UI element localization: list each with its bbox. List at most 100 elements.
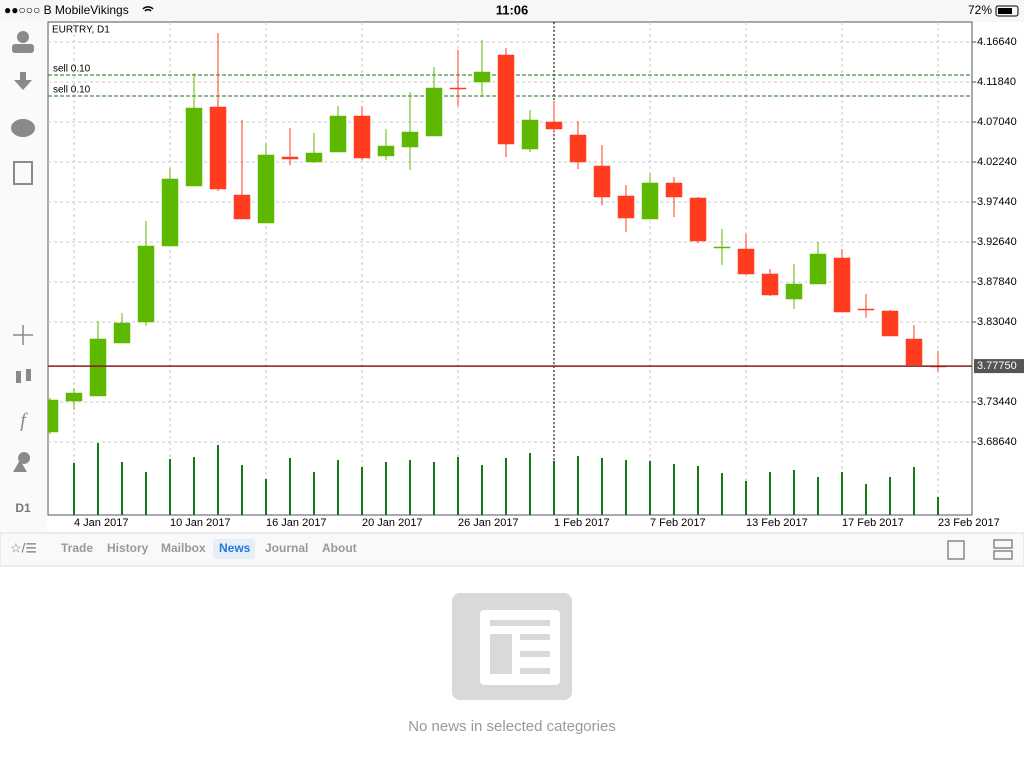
candle-body: [905, 338, 923, 366]
news-icon-line: [520, 634, 550, 640]
layout-icon[interactable]: [993, 539, 1013, 549]
volume-bar: [457, 457, 459, 515]
account-icon-body: [12, 44, 34, 53]
price-badge: [974, 359, 1024, 374]
y-tick-label: 3.68640: [977, 436, 1017, 448]
tab-highlight: [213, 539, 255, 559]
x-tick-label: 13 Feb 2017: [746, 517, 808, 529]
candle-body: [233, 194, 251, 220]
volume-bar: [673, 464, 675, 515]
toolbar: [0, 22, 47, 532]
volume-bar: [193, 457, 195, 515]
candle-body: [737, 248, 755, 275]
news-icon-line: [520, 651, 550, 657]
x-tick-label: 17 Feb 2017: [842, 517, 904, 529]
y-tick-label: 4.16640: [977, 36, 1017, 48]
volume-bar: [841, 472, 843, 515]
volume-bar: [889, 477, 891, 515]
wifi-icon: [142, 6, 154, 12]
tab[interactable]: History: [107, 541, 149, 555]
candle-body: [425, 87, 443, 137]
candle-body: [113, 322, 131, 344]
candle-body: [617, 195, 635, 219]
candle-body: [569, 134, 587, 163]
indicators-icon[interactable]: f: [20, 410, 28, 432]
volume-bar: [241, 465, 243, 515]
volume-bar: [697, 466, 699, 515]
volume-bar: [217, 445, 219, 515]
candle-body: [329, 115, 347, 153]
candle-body: [89, 338, 107, 397]
candle-body: [785, 283, 803, 300]
chart-type-icon-2: [26, 369, 31, 381]
tab[interactable]: Trade: [61, 541, 93, 555]
y-tick-label: 3.97440: [977, 196, 1017, 208]
battery-fill: [998, 8, 1012, 14]
candle-body: [353, 115, 371, 159]
chat-icon[interactable]: [11, 119, 35, 137]
volume-bar: [145, 472, 147, 515]
candle-body: [377, 145, 395, 157]
price-badge-label: 3.77750: [977, 360, 1017, 372]
volume-bar: [553, 461, 555, 515]
chart-title: EURTRY, D1: [52, 25, 110, 36]
y-tick-label: 3.83040: [977, 316, 1017, 328]
volume-bar: [313, 472, 315, 515]
volume-bar: [817, 477, 819, 515]
new-order-icon[interactable]: [13, 161, 33, 185]
candle-body: [857, 308, 875, 311]
x-tick-label: 10 Jan 2017: [170, 517, 231, 529]
volume-bar: [913, 467, 915, 515]
candle-body: [137, 245, 155, 323]
carrier: ●●○○○ B MobileVikings: [4, 3, 129, 17]
volume-bar: [601, 458, 603, 515]
timeframe[interactable]: D1: [15, 501, 31, 515]
candle-body: [641, 182, 659, 220]
volume-bar: [361, 467, 363, 515]
tab[interactable]: About: [322, 541, 357, 555]
tab-bar: [0, 532, 1024, 567]
order-label: sell 0.10: [53, 64, 91, 75]
x-tick-label: 4 Jan 2017: [74, 517, 128, 529]
favorites-icon[interactable]: ☆/☰: [10, 540, 37, 555]
tab[interactable]: News: [219, 541, 251, 555]
candle-body: [521, 119, 539, 150]
candle-body: [833, 257, 851, 313]
news-icon-line: [520, 668, 550, 674]
volume-bar: [577, 456, 579, 515]
volume-bar: [505, 458, 507, 515]
candle-body: [281, 156, 299, 160]
chart-type-icon[interactable]: [16, 371, 21, 383]
trade-icon[interactable]: [14, 72, 32, 90]
candle-body: [305, 152, 323, 163]
volume-bar: [865, 484, 867, 515]
volume-bar: [433, 462, 435, 515]
crosshair-icon[interactable]: [13, 325, 33, 345]
volume-bar: [793, 470, 795, 515]
volume-bar: [625, 460, 627, 515]
candle-body: [48, 399, 59, 433]
volume-bar: [529, 453, 531, 515]
account-icon[interactable]: [17, 31, 29, 43]
y-tick-label: 3.87840: [977, 276, 1017, 288]
candle-body: [689, 197, 707, 242]
candle-body: [809, 253, 827, 285]
delete-icon[interactable]: [947, 540, 965, 560]
battery-icon: [995, 5, 1019, 17]
volume-bar: [721, 473, 723, 515]
tabs: Trade History Mailbox News Journal About: [61, 539, 357, 559]
candle-body: [449, 87, 467, 90]
objects-icon[interactable]: [13, 452, 31, 472]
tab[interactable]: Journal: [265, 541, 308, 555]
x-tick-label: 7 Feb 2017: [650, 517, 706, 529]
plot: sell 0.10 sell 0.10: [48, 22, 972, 515]
news-icon-line: [490, 620, 550, 626]
candle-body: [257, 154, 275, 224]
candle-body: [593, 165, 611, 198]
volume-bar: [265, 479, 267, 515]
candle-body: [401, 131, 419, 148]
x-tick-label: 26 Jan 2017: [458, 517, 519, 529]
candle-body: [713, 246, 731, 249]
x-tick-label: 1 Feb 2017: [554, 517, 610, 529]
tab[interactable]: Mailbox: [161, 541, 206, 555]
